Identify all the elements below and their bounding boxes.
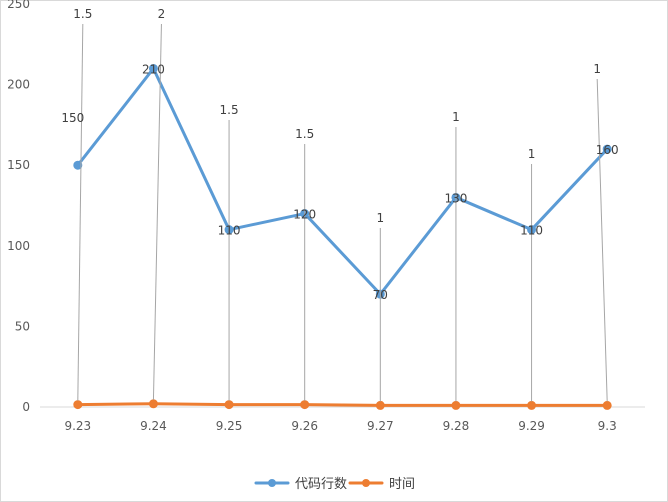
data-label-0: 110 bbox=[218, 224, 241, 238]
data-label-1: 1 bbox=[528, 147, 536, 161]
data-label-0: 70 bbox=[373, 288, 388, 302]
data-point-0 bbox=[148, 63, 158, 73]
y-tick-label: 0 bbox=[22, 400, 30, 414]
legend-swatch-marker bbox=[268, 479, 276, 487]
data-point-1 bbox=[148, 399, 158, 409]
data-label-1: 1.5 bbox=[220, 103, 239, 117]
y-tick-label: 100 bbox=[7, 239, 30, 253]
y-tick-label: 200 bbox=[7, 78, 30, 92]
data-point-1 bbox=[375, 400, 385, 410]
data-point-1 bbox=[527, 400, 537, 410]
data-label-0: 110 bbox=[520, 224, 543, 238]
data-label-1: 1.5 bbox=[73, 7, 92, 21]
data-point-1 bbox=[451, 400, 461, 410]
data-label-0: 210 bbox=[142, 62, 165, 76]
data-label-1: 1 bbox=[452, 110, 460, 124]
x-tick-label: 9.29 bbox=[518, 419, 545, 433]
x-tick-label: 9.24 bbox=[140, 419, 167, 433]
y-tick-label: 250 bbox=[7, 0, 30, 11]
data-label-1: 1 bbox=[593, 62, 601, 76]
legend-label: 代码行数 bbox=[295, 477, 347, 492]
data-point-0 bbox=[602, 144, 612, 154]
data-label-0: 160 bbox=[596, 143, 619, 157]
x-tick-label: 9.3 bbox=[598, 419, 617, 433]
data-label-0: 150 bbox=[61, 111, 84, 125]
data-label-1: 1 bbox=[376, 211, 384, 225]
y-tick-label: 150 bbox=[7, 158, 30, 172]
x-tick-label: 9.28 bbox=[443, 419, 470, 433]
data-label-1: 1.5 bbox=[295, 127, 314, 141]
data-point-1 bbox=[602, 400, 612, 410]
x-tick-label: 9.27 bbox=[367, 419, 394, 433]
x-tick-label: 9.25 bbox=[216, 419, 243, 433]
y-tick-label: 50 bbox=[15, 319, 30, 333]
data-label-0: 120 bbox=[293, 208, 316, 222]
series-line-1 bbox=[76, 402, 609, 407]
x-tick-label: 9.23 bbox=[64, 419, 91, 433]
x-tick-label: 9.26 bbox=[291, 419, 318, 433]
data-point-1 bbox=[224, 400, 234, 410]
data-point-1 bbox=[300, 400, 310, 410]
leader-line bbox=[596, 78, 608, 402]
data-point-0 bbox=[73, 160, 83, 170]
leader-line bbox=[77, 23, 84, 401]
data-label-0: 130 bbox=[444, 191, 467, 205]
data-point-1 bbox=[73, 400, 83, 410]
legend-swatch-marker bbox=[362, 479, 370, 487]
series-line-0 bbox=[76, 66, 609, 296]
data-label-1: 2 bbox=[158, 7, 166, 21]
legend-label: 时间 bbox=[389, 477, 415, 492]
leader-line bbox=[152, 23, 162, 400]
